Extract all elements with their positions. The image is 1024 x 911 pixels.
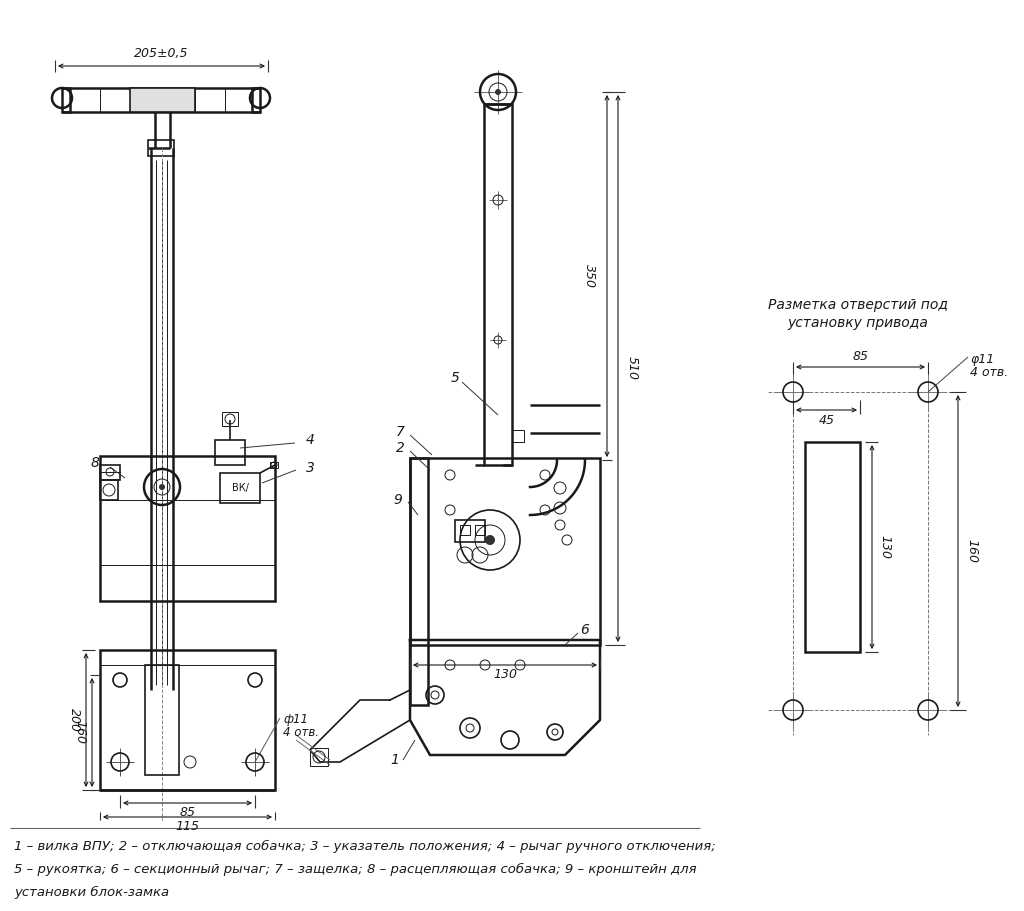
Text: 85: 85 [853, 350, 868, 363]
Text: 115: 115 [175, 821, 200, 834]
Text: 1: 1 [390, 753, 399, 767]
Bar [222, 412, 238, 426]
Bar [62, 88, 70, 112]
Text: Разметка отверстий под: Разметка отверстий под [768, 298, 948, 312]
Text: ф11: ф11 [283, 713, 308, 726]
Text: 130: 130 [493, 669, 517, 681]
Text: 130: 130 [879, 535, 892, 559]
Bar [460, 525, 470, 535]
Bar [512, 430, 524, 442]
Bar [252, 88, 260, 112]
Text: 200: 200 [68, 708, 81, 732]
Circle shape [495, 89, 501, 95]
Text: φ11: φ11 [970, 353, 994, 366]
Text: 45: 45 [818, 415, 835, 427]
Bar [270, 462, 278, 468]
Text: 4 отв.: 4 отв. [283, 726, 319, 740]
Bar [100, 650, 275, 790]
Bar [484, 104, 512, 465]
Bar [145, 665, 179, 775]
Text: 5 – рукоятка; 6 – секционный рычаг; 7 – защелка; 8 – расцепляющая собачка; 9 – к: 5 – рукоятка; 6 – секционный рычаг; 7 – … [14, 863, 696, 876]
Bar [410, 458, 428, 705]
Bar [310, 748, 328, 766]
Bar [410, 458, 600, 645]
Text: 160: 160 [74, 721, 86, 744]
Circle shape [159, 484, 165, 490]
Bar [220, 473, 260, 503]
Text: 7: 7 [395, 425, 404, 439]
Text: установку привода: установку привода [787, 316, 929, 330]
Text: 510: 510 [626, 356, 639, 381]
Text: 1 – вилка ВПУ; 2 – отключающая собачка; 3 – указатель положения; 4 – рычаг ручно: 1 – вилка ВПУ; 2 – отключающая собачка; … [14, 840, 716, 853]
Text: 9: 9 [393, 493, 402, 507]
Text: 5: 5 [451, 371, 460, 385]
Circle shape [485, 535, 495, 545]
Text: установки блок-замка: установки блок-замка [14, 886, 169, 899]
Text: 8: 8 [90, 456, 99, 470]
Bar [455, 520, 485, 542]
Text: 205±0,5: 205±0,5 [134, 47, 188, 60]
Text: 2: 2 [395, 441, 404, 455]
Text: 4: 4 [305, 433, 314, 447]
Text: 3: 3 [305, 461, 314, 475]
Text: 350: 350 [583, 264, 596, 288]
Bar [130, 88, 195, 112]
Text: 85: 85 [179, 806, 196, 820]
Text: 4 отв.: 4 отв. [970, 365, 1009, 378]
Bar [475, 525, 485, 535]
Text: 6: 6 [581, 623, 590, 637]
Text: 160: 160 [966, 539, 979, 563]
Bar [100, 456, 275, 601]
Text: ВК/: ВК/ [231, 483, 249, 493]
Bar [215, 440, 245, 465]
Bar [805, 442, 860, 652]
Bar [148, 140, 174, 156]
Bar [100, 465, 120, 480]
